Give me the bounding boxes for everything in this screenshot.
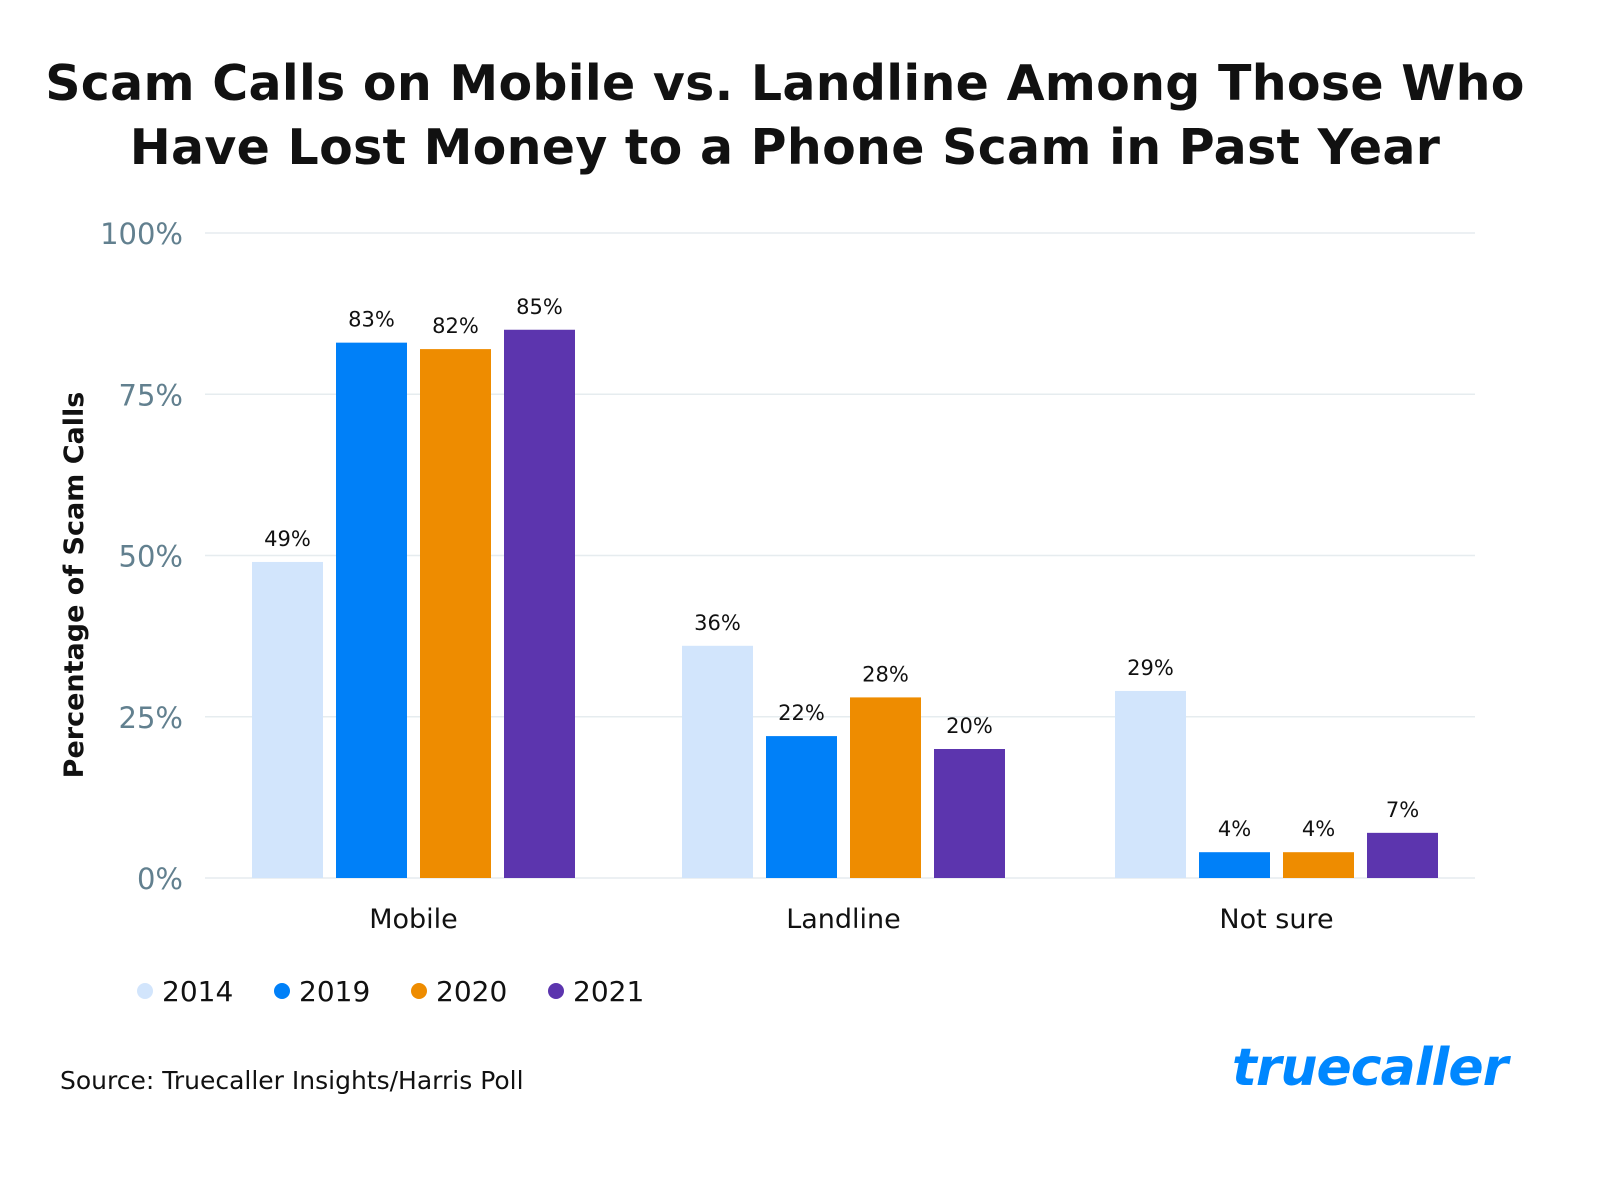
x-tick-label: Landline <box>786 904 901 935</box>
bar-mobile-2014 <box>252 561 323 878</box>
y-tick-label: 75% <box>119 378 183 412</box>
data-label: 83% <box>348 308 395 332</box>
data-label: 82% <box>432 314 479 338</box>
bar-landline-2020 <box>850 697 921 878</box>
legend-marker <box>548 983 564 999</box>
y-tick-label: 25% <box>119 701 183 735</box>
bar-mobile-2021 <box>504 329 575 878</box>
source-note: Source: Truecaller Insights/Harris Poll <box>60 1066 524 1095</box>
data-label: 49% <box>264 527 311 551</box>
data-label: 28% <box>862 662 909 686</box>
legend-marker <box>411 983 427 999</box>
y-tick-label: 0% <box>137 862 183 896</box>
chart-title: Scam Calls on Mobile vs. Landline Among … <box>45 55 1525 176</box>
bar-mobile-2019 <box>336 342 407 878</box>
data-label: 29% <box>1127 656 1174 680</box>
y-axis-label: Percentage of Scam Calls <box>59 392 90 779</box>
bar-not-sure-2021 <box>1367 832 1438 878</box>
legend-marker <box>137 983 153 999</box>
bar-landline-2019 <box>766 736 837 878</box>
data-label: 85% <box>516 295 563 319</box>
data-label: 4% <box>1302 817 1335 841</box>
legend-label: 2020 <box>436 975 507 1008</box>
truecaller-logo: truecaller <box>1232 1038 1508 1098</box>
data-label: 4% <box>1218 817 1251 841</box>
data-label: 20% <box>946 714 993 738</box>
data-label: 36% <box>694 611 741 635</box>
y-tick-label: 50% <box>119 540 183 574</box>
bar-not-sure-2020 <box>1283 852 1354 878</box>
x-tick-label: Not sure <box>1219 904 1333 935</box>
data-label: 22% <box>778 701 825 725</box>
bar-landline-2014 <box>682 645 753 878</box>
legend-label: 2021 <box>573 975 644 1008</box>
legend-label: 2014 <box>162 975 233 1008</box>
y-tick-label: 100% <box>100 217 183 251</box>
bar-mobile-2020 <box>420 349 491 879</box>
x-tick-label: Mobile <box>369 904 458 935</box>
legend-label: 2019 <box>299 975 370 1008</box>
legend-marker <box>274 983 290 999</box>
data-label: 7% <box>1386 798 1419 822</box>
bar-not-sure-2019 <box>1199 852 1270 878</box>
bar-not-sure-2014 <box>1115 690 1186 878</box>
bar-landline-2021 <box>934 749 1005 878</box>
